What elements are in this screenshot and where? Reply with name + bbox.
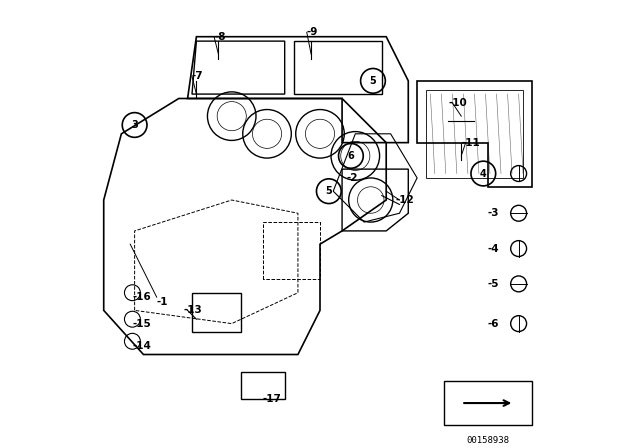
Text: -5: -5 — [488, 279, 499, 289]
Text: 5: 5 — [326, 186, 332, 196]
Text: -7: -7 — [192, 71, 204, 82]
Text: -10: -10 — [448, 98, 467, 108]
Text: 6: 6 — [348, 151, 355, 161]
Text: -13: -13 — [183, 306, 202, 315]
Bar — [444, 381, 532, 425]
Text: -9: -9 — [307, 27, 318, 37]
Text: -14: -14 — [132, 340, 151, 351]
Text: -6: -6 — [488, 319, 499, 329]
Text: -3: -3 — [488, 208, 499, 218]
Text: -12: -12 — [395, 195, 414, 205]
Text: -8: -8 — [214, 32, 225, 42]
Text: -15: -15 — [132, 319, 151, 329]
Text: -17: -17 — [262, 394, 282, 404]
Text: -4: -4 — [488, 244, 499, 254]
Text: -1: -1 — [157, 297, 168, 306]
Text: -11: -11 — [461, 138, 480, 148]
Text: 5: 5 — [369, 76, 376, 86]
Text: 3: 3 — [131, 120, 138, 130]
Text: -16: -16 — [132, 292, 151, 302]
Text: 00158938: 00158938 — [466, 436, 509, 445]
Text: -2: -2 — [346, 173, 358, 183]
Text: 4: 4 — [480, 168, 486, 179]
